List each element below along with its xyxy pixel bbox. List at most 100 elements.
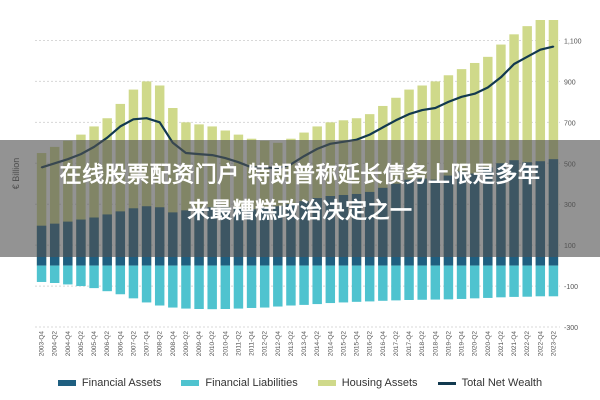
x-tick-label: 2013-Q4 [301,331,308,357]
point-total-net-wealth [487,86,489,89]
bar-financial-liabilities [89,265,99,289]
x-tick-label: 2006-Q2 [104,331,111,357]
bar-financial-liabilities [417,265,427,300]
bar-financial-liabilities [325,265,336,304]
legend-label-financial-liabilities: Financial Liabilities [205,377,298,389]
x-tick-label: 2019-Q4 [459,331,466,357]
point-total-net-wealth [145,117,148,120]
point-total-net-wealth [132,118,135,121]
bar-financial-liabilities [246,265,257,308]
x-tick-label: 2010-Q4 [222,331,229,357]
x-tick-label: 2012-Q4 [275,331,282,357]
point-total-net-wealth [513,63,515,65]
bar-financial-liabilities [63,265,73,285]
legend-swatch-financial-assets [57,380,76,386]
point-total-net-wealth [552,45,555,48]
x-tick-label: 2007-Q2 [130,331,137,357]
x-tick-label: 2015-Q4 [354,331,361,357]
x-tick-label: 2012-Q2 [262,331,269,357]
legend-item-total-net-wealth: Total Net Wealth [437,377,543,389]
x-tick-label: 2004-Q4 [65,331,72,357]
point-total-net-wealth [421,109,423,111]
bar-financial-liabilities [456,265,467,299]
bar-financial-liabilities [522,265,532,297]
x-tick-label: 2023-Q2 [550,331,557,357]
x-tick-label: 2013-Q2 [288,331,295,357]
x-tick-label: 2011-Q4 [249,331,256,356]
bar-financial-liabilities [286,265,296,306]
x-tick-label: 2020-Q4 [485,331,492,357]
point-total-net-wealth [158,121,161,124]
bar-financial-liabilities [207,265,217,310]
point-total-net-wealth [500,76,502,79]
x-tick-label: 2014-Q2 [314,331,321,357]
bar-financial-liabilities [378,265,388,301]
chart-legend: Financial Assets Financial Liabilities H… [0,370,600,396]
bar-financial-liabilities [49,265,60,283]
bar-financial-liabilities [181,265,191,309]
x-tick-label: 2009-Q2 [183,331,190,357]
legend-label-total-net-wealth: Total Net Wealth [461,377,543,389]
x-tick-label: 2021-Q2 [498,331,505,357]
bar-financial-liabilities [535,265,546,297]
point-total-net-wealth [395,119,397,122]
bar-financial-liabilities [364,265,375,302]
bar-financial-liabilities [391,265,401,301]
headline-banner: 在线股票配资门户 特朗普称延长债务上限是多年 来最糟糕政治决定之一 [0,140,600,257]
bar-financial-liabilities [273,265,283,307]
legend-label-housing-assets: Housing Assets [341,377,418,389]
x-tick-label: 2015-Q2 [340,331,347,357]
bar-financial-liabilities [469,265,480,299]
x-tick-label: 2018-Q2 [419,331,426,357]
bar-financial-liabilities [443,265,454,300]
point-total-net-wealth [539,48,542,51]
x-tick-label: 2011-Q2 [235,331,242,356]
bar-financial-liabilities [76,265,86,287]
bar-financial-liabilities [115,265,126,295]
bar-financial-liabilities [168,265,178,308]
x-tick-label: 2003-Q4 [39,331,46,357]
legend-item-financial-assets: Financial Assets [57,377,161,389]
x-tick-label: 2008-Q4 [170,331,177,357]
bar-financial-liabilities [259,265,270,308]
bar-financial-liabilities [233,265,244,309]
point-total-net-wealth [382,126,384,129]
x-tick-label: 2007-Q4 [144,331,151,357]
legend-item-financial-liabilities: Financial Liabilities [181,377,298,389]
bar-financial-liabilities [351,265,362,302]
point-total-net-wealth [434,107,437,109]
point-total-net-wealth [447,101,450,103]
bar-financial-liabilities [548,265,559,297]
point-total-net-wealth [408,113,410,115]
x-tick-label: 2018-Q4 [432,331,439,357]
headline-line-2: 来最糟糕政治决定之一 [187,199,413,224]
bar-financial-liabilities [483,265,493,298]
x-tick-label: 2010-Q2 [209,331,216,357]
x-tick-label: 2022-Q4 [537,331,544,357]
x-tick-label: 2020-Q2 [472,331,479,357]
bar-financial-liabilities [338,265,349,303]
y-tick-label: 900 [564,79,576,86]
x-tick-label: 2016-Q4 [380,331,387,357]
bar-financial-liabilities [299,265,309,305]
bar-financial-liabilities [404,265,414,300]
legend-item-housing-assets: Housing Assets [317,377,418,389]
x-tick-label: 2005-Q4 [91,331,98,357]
legend-swatch-total-net-wealth [437,381,456,385]
point-total-net-wealth [106,136,108,139]
legend-swatch-financial-liabilities [181,380,200,386]
bar-financial-liabilities [36,265,47,282]
bar-financial-liabilities [509,265,519,297]
bar-financial-liabilities [312,265,322,305]
point-total-net-wealth [473,92,476,95]
legend-swatch-housing-assets [317,380,336,386]
x-tick-label: 2021-Q4 [511,331,518,357]
x-tick-label: 2017-Q2 [393,331,400,357]
x-tick-label: 2014-Q4 [327,331,334,357]
point-total-net-wealth [119,125,122,128]
y-tick-label: -300 [564,325,578,332]
x-tick-label: 2005-Q2 [78,331,85,357]
x-tick-label: 2019-Q2 [445,331,452,357]
bar-financial-liabilities [496,265,506,298]
x-tick-label: 2006-Q4 [117,331,124,357]
